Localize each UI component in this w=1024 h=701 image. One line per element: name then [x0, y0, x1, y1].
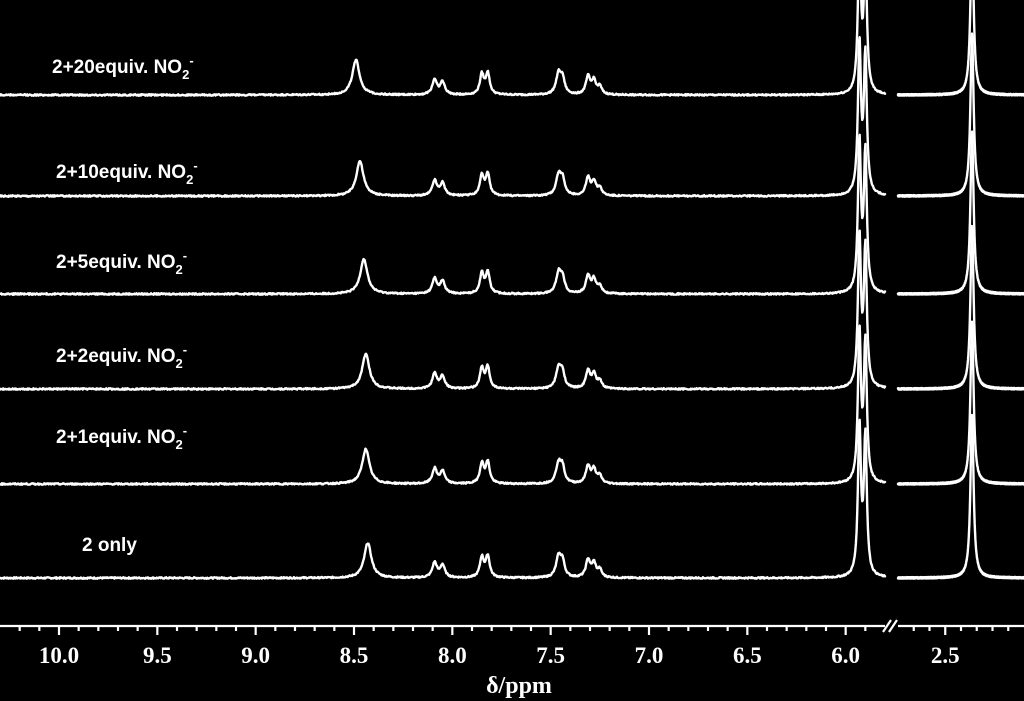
spectrum-trace-4: [0, 32, 1024, 198]
spectrum-label-4: 2+10equiv. NO2-: [56, 158, 198, 187]
tick-label: 7.0: [635, 643, 664, 668]
spectrum-trace-0-right: [896, 413, 1024, 580]
tick-label: 8.5: [340, 643, 369, 668]
x-axis-title: δ/ppm: [486, 673, 552, 699]
spectrum-label-2: 2+2equiv. NO2-: [56, 342, 187, 371]
spectrum-labels: 2 only 2+1equiv. NO2- 2+2equiv. NO2- 2+5equ…: [52, 53, 198, 556]
spectrum-label-5: 2+20equiv. NO2-: [52, 53, 194, 82]
spectrum-trace-3: [0, 130, 1024, 296]
spectrum-trace-3-left: [0, 133, 887, 296]
spectrum-label-1: 2+1equiv. NO2-: [56, 423, 187, 452]
spectrum-traces: [0, 0, 1024, 580]
tick-label: 7.5: [536, 643, 565, 668]
spectrum-trace-3-right: [896, 130, 1024, 296]
spectrum-trace-0: [0, 413, 1024, 580]
spectrum-trace-0-left: [0, 418, 887, 580]
spectrum-trace-2-right: [896, 224, 1024, 391]
spectrum-trace-5-left: [0, 0, 887, 97]
spectrum-label-3: 2+5equiv. NO2-: [56, 248, 187, 277]
tick-label: 2.5: [931, 643, 960, 668]
axis-break-mark: [882, 619, 898, 633]
spectrum-trace-5-right: [896, 0, 1024, 97]
spectrum-trace-1-right: [896, 320, 1024, 486]
tick-label: 6.0: [831, 643, 860, 668]
x-axis-ticks: 10.0 9.5 9.0 8.5 8.0 7.5 7.0 6.5 6.0 2.5: [18, 626, 1010, 668]
spectrum-trace-2-left: [0, 229, 887, 391]
tick-label: 6.5: [733, 643, 762, 668]
tick-label: 10.0: [39, 643, 79, 668]
spectrum-trace-2: [0, 224, 1024, 391]
x-axis: 10.0 9.5 9.0 8.5 8.0 7.5 7.0 6.5 6.0 2.5 δ/ppm: [0, 619, 1024, 699]
spectrum-trace-1: [0, 320, 1024, 486]
spectrum-trace-4-right: [896, 32, 1024, 198]
tick-label: 9.0: [241, 643, 270, 668]
spectrum-trace-1-left: [0, 324, 887, 486]
spectrum-label-0: 2 only: [82, 535, 137, 556]
spectrum-trace-4-left: [0, 36, 887, 198]
spectrum-trace-5: [0, 0, 1024, 97]
tick-label: 9.5: [143, 643, 172, 668]
tick-label: 8.0: [438, 643, 467, 668]
